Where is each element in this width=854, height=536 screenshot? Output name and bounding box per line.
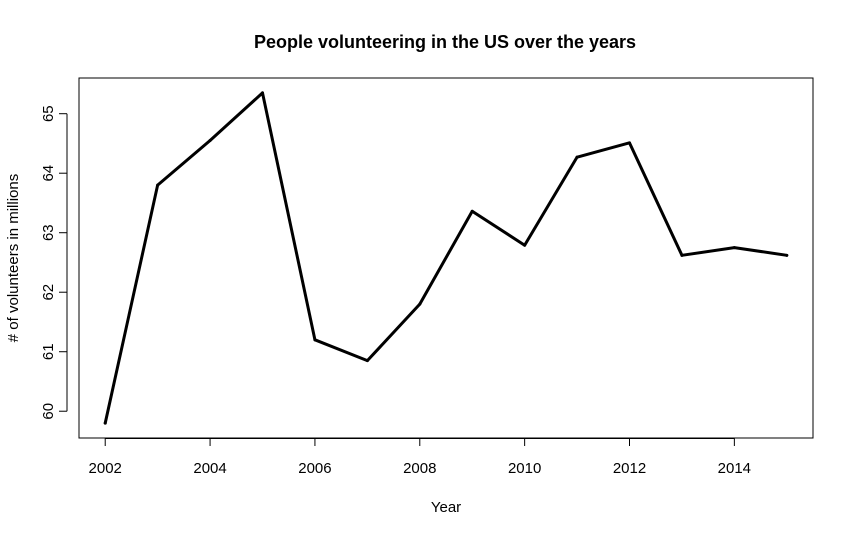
x-tick-label: 2010 xyxy=(508,460,541,477)
data-point xyxy=(575,155,579,159)
data-point xyxy=(785,253,789,257)
data-point xyxy=(208,138,212,142)
x-axis: 2002 2004 2006 2008 2010 2012 2014 xyxy=(89,438,751,477)
data-point xyxy=(680,253,684,257)
data-points xyxy=(103,91,789,425)
data-point xyxy=(470,209,474,213)
y-tick-label: 63 xyxy=(40,224,57,241)
x-tick-label: 2004 xyxy=(193,460,226,477)
data-point xyxy=(261,91,264,95)
y-tick-label: 64 xyxy=(40,165,57,182)
data-point xyxy=(523,243,527,247)
x-tick-label: 2006 xyxy=(298,460,331,477)
x-tick-label: 2014 xyxy=(718,460,751,477)
data-point xyxy=(418,302,422,306)
series-line-volunteers xyxy=(103,91,789,425)
chart-title: People volunteering in the US over the y… xyxy=(254,32,636,52)
y-tick-label: 62 xyxy=(40,284,57,301)
data-point xyxy=(732,246,736,250)
data-point xyxy=(365,359,369,363)
y-tick-label: 60 xyxy=(40,403,57,420)
data-point xyxy=(313,338,317,342)
x-tick-label: 2002 xyxy=(89,460,122,477)
y-axis: 60 61 62 63 64 65 xyxy=(40,105,68,420)
y-axis-label: # of volunteers in millions xyxy=(5,174,22,342)
x-axis-label: Year xyxy=(431,499,461,516)
x-tick-label: 2012 xyxy=(613,460,646,477)
x-tick-label: 2008 xyxy=(403,460,436,477)
data-point xyxy=(156,183,160,187)
data-point xyxy=(103,421,107,425)
data-point xyxy=(628,141,631,145)
y-tick-label: 61 xyxy=(40,343,57,360)
y-tick-label: 65 xyxy=(40,105,57,122)
